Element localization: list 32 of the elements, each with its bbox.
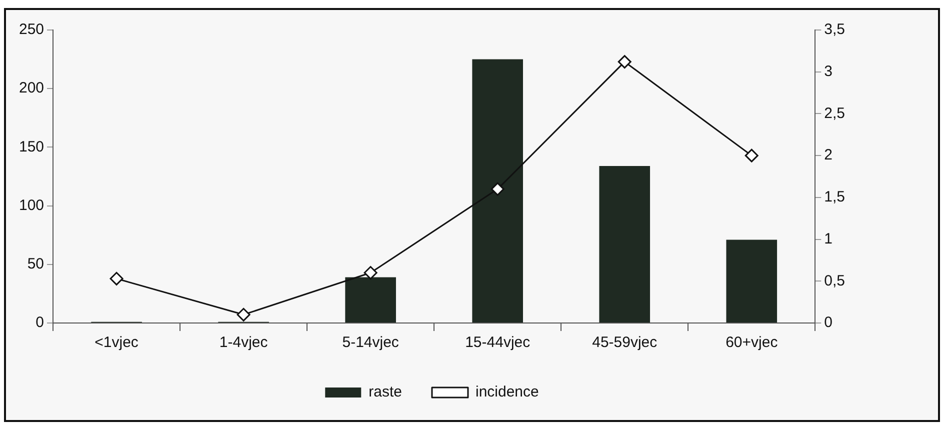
y-tick-label: 50 <box>27 256 44 273</box>
point <box>744 148 758 162</box>
y2-tick-label: 0 <box>824 314 832 332</box>
y2-tick-label: 3,5 <box>824 21 846 38</box>
y-tick-label: 200 <box>18 80 44 97</box>
legend-label: raste <box>368 384 402 401</box>
y2-tick-label: 1,5 <box>824 188 846 206</box>
point <box>618 55 632 69</box>
point <box>364 266 378 280</box>
x-tick-label: <1vjec <box>94 334 139 352</box>
x-tick-label: 15-44vjec <box>465 334 531 352</box>
x-tick-label: 60+vjec <box>726 334 778 352</box>
x-tick-label: 5-14vjec <box>342 334 400 352</box>
y2-tick-label: 2,5 <box>824 104 846 122</box>
point <box>490 182 504 196</box>
y-tick-label: 150 <box>18 138 44 156</box>
x-tick-label: 1-4vjec <box>219 334 268 352</box>
point <box>110 272 124 286</box>
legend-label: incidence <box>475 384 539 401</box>
point <box>236 308 250 322</box>
bar <box>472 59 523 322</box>
bar <box>726 240 778 322</box>
x-tick-label: 45-59vjec <box>592 334 658 352</box>
y2-tick-label: 1 <box>824 230 832 248</box>
bar <box>345 277 396 322</box>
y2-tick-label: 3 <box>824 63 832 80</box>
y-tick-label: 0 <box>36 314 44 332</box>
y-tick-label: 100 <box>18 196 44 214</box>
bar <box>599 166 650 322</box>
y-tick-label: 250 <box>18 21 44 38</box>
y2-tick-label: 0,5 <box>824 272 846 290</box>
y2-tick-label: 2 <box>824 146 832 164</box>
